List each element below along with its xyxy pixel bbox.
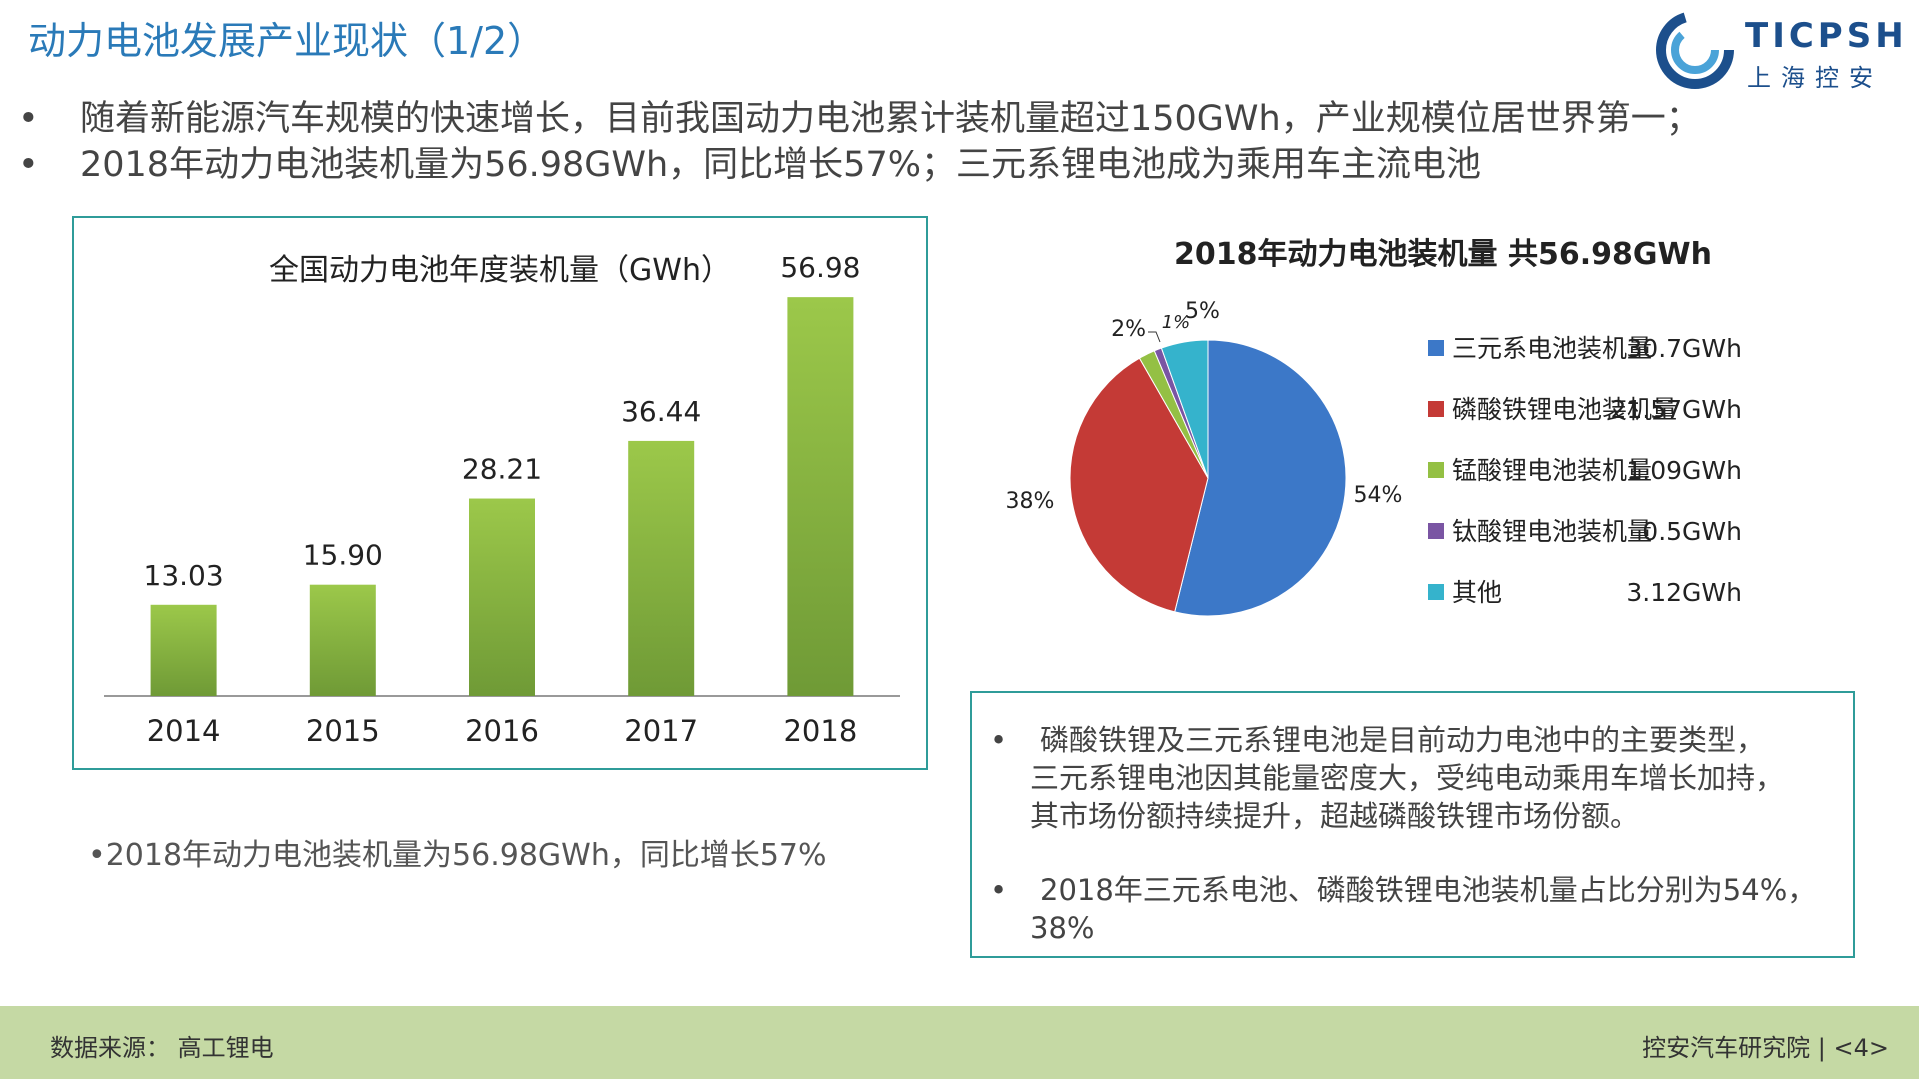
summary-bullet: • 随着新能源汽车规模的快速增长，目前我国动力电池累计装机量超过150GWh，产业… bbox=[18, 96, 1701, 142]
pie-chart: 2018年动力电池装机量 共56.98GWh 54% 38% 2% 1%5% 三元系电… bbox=[1006, 237, 1742, 617]
pie-leader-line bbox=[1148, 331, 1161, 343]
bar-2015 bbox=[309, 584, 376, 696]
bar-2014 bbox=[150, 604, 217, 696]
pie-chart-title: 2018年动力电池装机量 共56.98GWh bbox=[1174, 237, 1712, 272]
pie-percent-label: 2% bbox=[1111, 317, 1146, 342]
footer: 数据来源： 高工锂电 控安汽车研究院 | <4> bbox=[0, 1006, 1919, 1079]
legend-label: 锰酸锂电池装机量 bbox=[1452, 456, 1652, 485]
legend-value: 1.09GWh bbox=[1626, 456, 1742, 485]
legend-swatch bbox=[1428, 462, 1444, 478]
legend-swatch bbox=[1428, 523, 1444, 539]
pie-percent-label: 5% bbox=[1185, 299, 1220, 324]
pie-percent-label: 38% bbox=[1006, 489, 1055, 514]
logo-text-bottom: 上海控安 bbox=[1747, 64, 1883, 92]
pie-slice bbox=[1069, 357, 1209, 613]
bullet-text: 2018年动力电池装机量为56.98GWh，同比增长57%；三元系锂电池成为乘用… bbox=[80, 145, 1481, 185]
legend-label: 其他 bbox=[1452, 578, 1502, 607]
pie-slice bbox=[1160, 339, 1209, 479]
page-title: 动力电池发展产业现状（1/2） bbox=[28, 19, 546, 63]
analysis-line: 其市场份额持续提升，超越磷酸铁锂市场份额。 bbox=[1030, 799, 1640, 833]
legend-swatch bbox=[1428, 584, 1444, 600]
bar-value-label: 28.21 bbox=[462, 453, 542, 486]
x-tick-label: 2017 bbox=[624, 714, 698, 748]
logo-text-top: TICPSH bbox=[1745, 16, 1908, 56]
analysis-line: 三元系锂电池因其能量密度大，受纯电动乘用车增长加持， bbox=[1030, 761, 1785, 795]
legend-label: 三元系电池装机量 bbox=[1452, 334, 1652, 363]
bullet-dot: • bbox=[990, 723, 1008, 757]
bullet-dot: • bbox=[18, 145, 39, 185]
legend-value: 0.5GWh bbox=[1642, 517, 1742, 546]
bar-value-label: 15.90 bbox=[303, 539, 383, 572]
x-tick-label: 2014 bbox=[147, 714, 221, 748]
analysis-line: 38% bbox=[1030, 911, 1095, 945]
left-note: •2018年动力电池装机量为56.98GWh，同比增长57% bbox=[88, 838, 827, 873]
bar-value-label: 36.44 bbox=[621, 395, 701, 428]
summary-bullets: • 随着新能源汽车规模的快速增长，目前我国动力电池累计装机量超过150GWh，产业… bbox=[18, 96, 1701, 188]
bar-chart-title: 全国动力电池年度装机量（GWh） bbox=[269, 253, 731, 288]
logo-swirl-icon bbox=[1656, 11, 1734, 89]
bar-2018 bbox=[787, 297, 854, 696]
bar-value-label: 13.03 bbox=[144, 559, 224, 592]
bullet-dot: • bbox=[18, 99, 39, 139]
legend-value: 30.7GWh bbox=[1626, 334, 1742, 363]
summary-bullet: • 2018年动力电池装机量为56.98GWh，同比增长57%；三元系锂电池成为乘… bbox=[18, 142, 1701, 188]
bar-2016 bbox=[469, 498, 535, 696]
legend-label: 钛酸锂电池装机量 bbox=[1452, 517, 1652, 546]
bar-value-label: 56.98 bbox=[780, 251, 860, 284]
legend-label: 磷酸铁锂电池装机量 bbox=[1452, 395, 1677, 424]
legend-value: 21.57GWh bbox=[1610, 395, 1742, 424]
bullet-dot: • bbox=[990, 873, 1008, 907]
bullet-text: 随着新能源汽车规模的快速增长，目前我国动力电池累计装机量超过150GWh，产业规… bbox=[80, 99, 1701, 139]
pie-percent-label: 54% bbox=[1354, 483, 1403, 508]
legend-value: 3.12GWh bbox=[1626, 578, 1742, 607]
x-tick-label: 2016 bbox=[465, 714, 539, 748]
footer-org: 控安汽车研究院 | <4> bbox=[1642, 1034, 1889, 1062]
x-tick-label: 2018 bbox=[783, 714, 857, 748]
analysis-line: 2018年三元系电池、磷酸铁锂电池装机量占比分别为54%， bbox=[1040, 873, 1817, 907]
bar-chart: 全国动力电池年度装机量（GWh） 13.03 2014 15.90 2015 28.21… bbox=[104, 251, 900, 748]
bar-2017 bbox=[628, 440, 695, 696]
legend-swatch bbox=[1428, 340, 1444, 356]
pie-slice bbox=[1174, 339, 1347, 617]
logo: TICPSH 上海控安 bbox=[1655, 10, 1904, 92]
analysis-line: 磷酸铁锂及三元系锂电池是目前动力电池中的主要类型， bbox=[1040, 723, 1766, 757]
data-source: 数据来源： 高工锂电 bbox=[50, 1034, 274, 1062]
analysis-panel: • 磷酸铁锂及三元系锂电池是目前动力电池中的主要类型， 三元系锂电池因其能量密度… bbox=[970, 691, 1855, 958]
pie-percent-label: 1% bbox=[1162, 312, 1191, 333]
legend-swatch bbox=[1428, 401, 1444, 417]
bar-chart-panel: 全国动力电池年度装机量（GWh） 13.03 2014 15.90 2015 28.21… bbox=[72, 216, 928, 770]
x-tick-label: 2015 bbox=[306, 714, 380, 748]
